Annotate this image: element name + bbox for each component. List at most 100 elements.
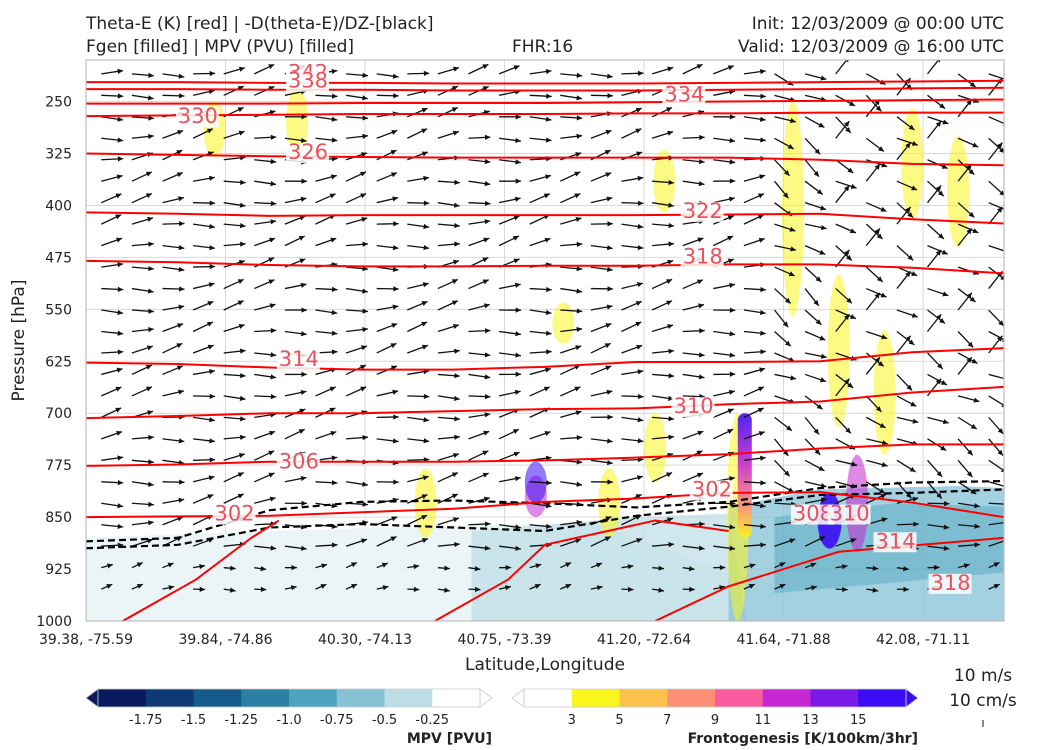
wind-vector-head: [637, 393, 644, 400]
wind-vector-head: [696, 472, 703, 478]
wind-vector: [835, 60, 848, 75]
wind-vector-head: [790, 375, 797, 381]
wind-vector-head: [300, 196, 307, 202]
wind-vector: [988, 330, 1004, 341]
wind-vector-head: [240, 416, 246, 422]
wind-vector-head: [360, 365, 367, 370]
wind-vector-head: [910, 401, 917, 407]
mpv-colorbar-tick: -0.75: [320, 713, 354, 728]
y-tick-label: 625: [45, 354, 72, 370]
wind-vector-head: [545, 174, 551, 180]
fgen-colorbar-segment: [715, 689, 764, 707]
wind-vector-head: [942, 291, 949, 297]
y-tick-label: 250: [45, 95, 72, 111]
fgen-fill: [653, 150, 676, 213]
wind-vector-head: [482, 257, 489, 263]
wind-vector-head: [209, 417, 215, 423]
wind-vector-head: [270, 158, 277, 165]
wind-vector-head: [636, 282, 643, 288]
wind-vector-head: [668, 416, 675, 422]
wind-vector-head: [115, 214, 122, 220]
wind-vector-head: [300, 476, 307, 482]
wind-vector-head: [270, 328, 277, 334]
wind-vector-head: [422, 282, 429, 288]
wind-vector-head: [666, 472, 673, 478]
wind-vector-head: [115, 386, 122, 392]
wind-vector-head: [658, 565, 665, 571]
mpv-colorbar-segment: [241, 689, 290, 707]
wind-vector-head: [484, 521, 491, 527]
wind-vector-head: [846, 297, 853, 304]
wind-vector-head: [362, 288, 368, 294]
wind-vector-head: [729, 331, 736, 337]
wind-vector-head: [116, 237, 123, 243]
wind-vector-head: [968, 211, 975, 218]
wind-vector-head: [874, 292, 880, 299]
wind-vector-head: [238, 66, 245, 72]
wind-vector-head: [697, 237, 704, 243]
wind-vector-head: [268, 86, 275, 92]
wind-vector-head: [229, 587, 236, 593]
wind-vector-head: [881, 517, 888, 523]
wind-vector-head: [117, 286, 124, 292]
wind-vector-head: [301, 307, 307, 313]
x-axis-label: Latitude,Longitude: [465, 655, 625, 675]
wind-vector-head: [515, 371, 522, 377]
wind-vector-head: [668, 348, 674, 354]
wind-vector-head: [240, 434, 246, 440]
wind-vector-head: [666, 279, 673, 284]
theta-e-contour-306: [86, 443, 1004, 467]
fgen-fill: [827, 274, 850, 428]
wind-vector-head: [391, 365, 398, 371]
wind-vector-head: [668, 202, 674, 208]
wind-vector-head: [515, 137, 521, 144]
wind-vector-head: [270, 394, 277, 400]
wind-vector-head: [413, 586, 420, 592]
theta-e-contour-334: [86, 98, 1004, 105]
wind-vector-head: [576, 266, 583, 272]
wind-vector-head: [574, 386, 581, 392]
wind-vector-head: [512, 236, 519, 241]
wind-vector-head: [779, 562, 786, 568]
wind-vector-head: [331, 349, 338, 355]
contour-label-bg: [285, 71, 329, 92]
wind-vector-head: [513, 65, 520, 71]
wind-vector-head: [331, 286, 338, 293]
wind-vector-head: [237, 300, 244, 306]
wind-vector-head: [635, 301, 642, 306]
wind-vector-head: [392, 438, 399, 444]
contour-label: 308: [793, 502, 833, 526]
wind-vector-head: [298, 429, 305, 434]
wind-vector-head: [513, 451, 520, 457]
wind-vector-head: [667, 130, 674, 136]
wind-vector-head: [814, 449, 821, 455]
wind-vector-head: [943, 524, 950, 530]
vector-key: 10 m/s 10 cm/s: [949, 666, 1017, 727]
wind-vector-head: [543, 193, 550, 199]
mpv-colorbar-segment: [145, 689, 194, 707]
wind-vector-head: [847, 167, 854, 173]
wind-vector-head: [331, 116, 338, 122]
wind-vector-head: [421, 321, 428, 327]
wind-vector-head: [820, 224, 827, 231]
wind-vector-head: [270, 200, 277, 207]
vector-key-line: 10 m/s: [954, 666, 1012, 686]
mpv-colorbar-min-arrow: [85, 688, 99, 708]
wind-vector-head: [451, 300, 458, 306]
wind-vector-head: [269, 496, 276, 502]
contour-label: 330: [178, 104, 218, 128]
wind-vector-head: [850, 183, 857, 189]
wind-vector-head: [576, 115, 583, 121]
wind-vector-head: [576, 435, 583, 441]
wind-vector-head: [413, 564, 420, 570]
wind-vector-head: [361, 538, 367, 544]
wind-vector-head: [605, 323, 612, 328]
wind-vector-head: [206, 321, 213, 327]
wind-vector-head: [757, 214, 764, 220]
contour-label-bg: [689, 480, 733, 501]
wind-vector-head: [875, 105, 882, 112]
wind-vector-head: [998, 320, 1004, 326]
valid-time: Valid: 12/03/2009 @ 16:00 UTC: [738, 37, 1004, 57]
wind-vector-head: [607, 245, 613, 251]
wind-vector-head: [699, 134, 705, 141]
